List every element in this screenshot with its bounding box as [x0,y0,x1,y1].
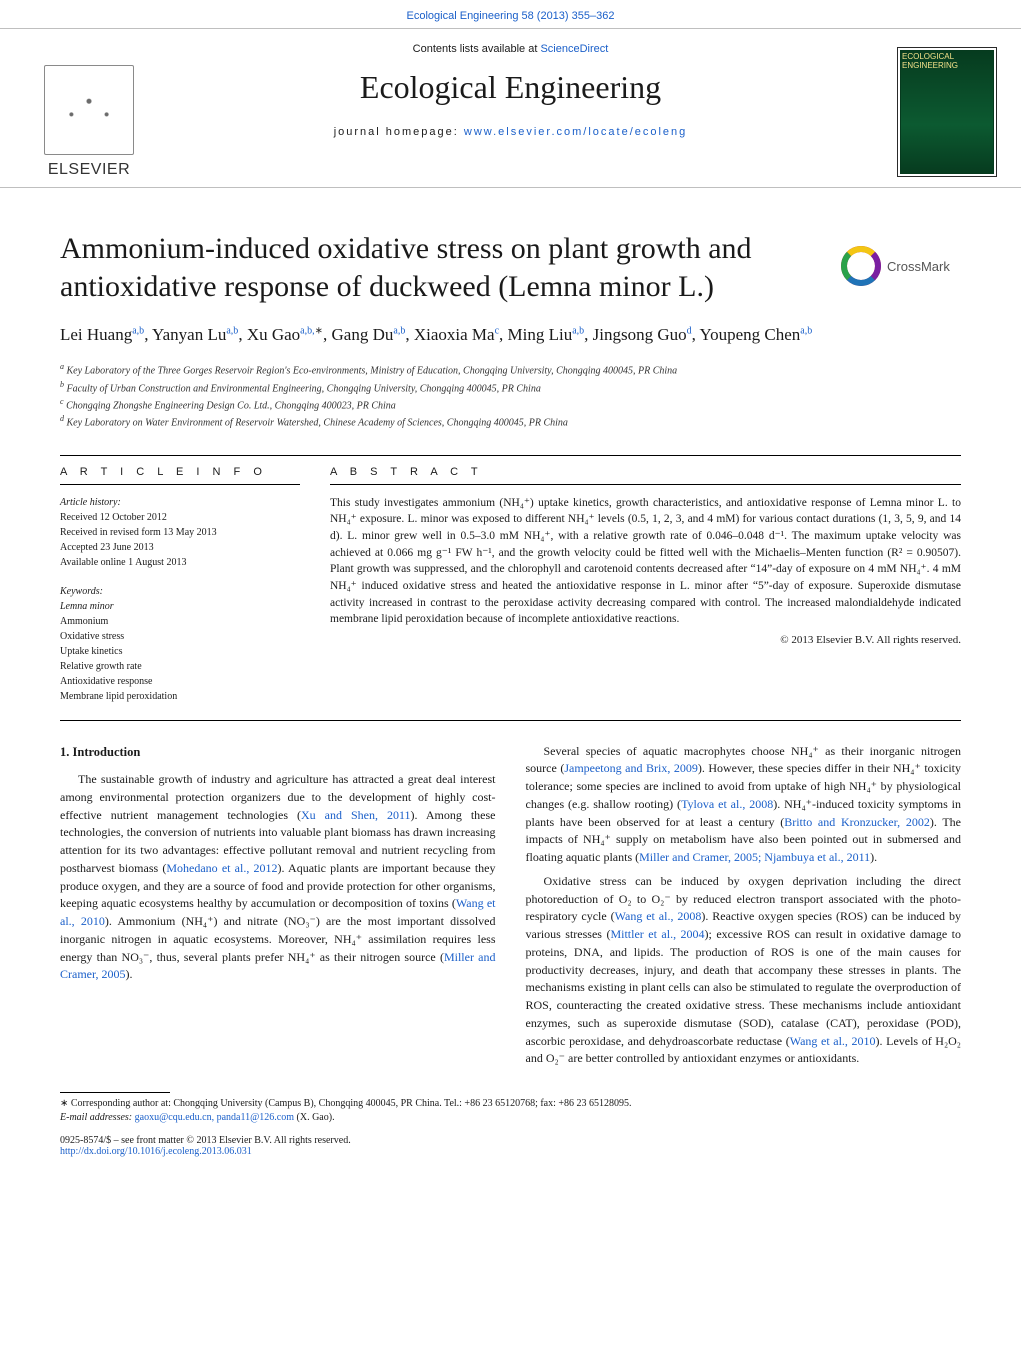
keyword: Lemna minor [60,599,300,614]
footnote-corr: Corresponding author at: Chongqing Unive… [71,1098,632,1109]
affiliation-line: c Chongqing Zhongshe Engineering Design … [60,396,961,413]
corresponding-footnote: ∗ Corresponding author at: Chongqing Uni… [0,1092,1021,1125]
homepage-line: journal homepage: www.elsevier.com/locat… [180,126,841,138]
section-1-title: 1. Introduction [60,743,496,762]
affiliation-line: a Key Laboratory of the Three Gorges Res… [60,361,961,378]
body-left-para-0: The sustainable growth of industry and a… [60,771,496,984]
citation-link[interactable]: Miller and Cramer, 2005; Njambuya et al.… [639,850,870,864]
keyword-list: Lemna minorAmmoniumOxidative stressUptak… [60,599,300,704]
body-col-left: 1. Introduction The sustainable growth o… [60,743,496,1069]
author-list: Lei Huanga,b, Yanyan Lua,b, Xu Gaoa,b,∗,… [60,323,961,348]
citation-link[interactable]: Wang et al., 2008 [615,909,702,923]
journal-name: Ecological Engineering [180,69,841,106]
crossmark-icon [841,246,881,286]
footnote-email-label: E-mail addresses: [60,1112,135,1123]
footnote-star: ∗ [60,1098,68,1109]
citation-link[interactable]: Miller and Cramer, 2005 [60,950,496,982]
body-right-para-0: Several species of aquatic macrophytes c… [526,743,962,867]
contents-prefix: Contents lists available at [413,43,541,55]
keyword: Oxidative stress [60,629,300,644]
body-right-para-1: Oxidative stress can be induced by oxyge… [526,873,962,1068]
keyword: Antioxidative response [60,674,300,689]
header-band: ELSEVIER Contents lists available at Sci… [0,28,1021,188]
front-matter-line: 0925-8574/$ – see front matter © 2013 El… [60,1135,961,1146]
citation-link[interactable]: Wang et al., 2010 [60,896,496,928]
keywords-title: Keywords: [60,584,300,599]
article-info-heading: A R T I C L E I N F O [60,466,300,485]
history-line: Received in revised form 13 May 2013 [60,525,300,540]
citation-link[interactable]: Britto and Kronzucker, 2002 [784,815,930,829]
abstract-copyright: © 2013 Elsevier B.V. All rights reserved… [330,634,961,646]
history-line: Accepted 23 June 2013 [60,540,300,555]
citation-link[interactable]: Wang et al., 2010 [790,1034,876,1048]
history-lines: Received 12 October 2012Received in revi… [60,510,300,570]
body-col-right: Several species of aquatic macrophytes c… [526,743,962,1069]
journal-cover-label: ECOLOGICAL ENGINEERING [898,48,996,74]
affiliation-line: d Key Laboratory on Water Environment of… [60,413,961,430]
history-line: Received 12 October 2012 [60,510,300,525]
history-line: Available online 1 August 2013 [60,555,300,570]
publisher-logo: ELSEVIER [24,39,154,179]
citation-link[interactable]: Xu and Shen, 2011 [301,808,411,822]
rule-above-info [60,455,961,456]
journal-cover-thumb: ECOLOGICAL ENGINEERING [897,47,997,177]
footnote-email-link[interactable]: gaoxu@cqu.edu.cn, panda11@126.com [135,1112,294,1123]
homepage-prefix: journal homepage: [334,126,464,138]
affiliation-list: a Key Laboratory of the Three Gorges Res… [60,361,961,430]
citation-link[interactable]: Mittler et al., 2004 [610,927,704,941]
keyword: Relative growth rate [60,659,300,674]
article-title: Ammonium-induced oxidative stress on pla… [60,230,800,307]
abstract-heading: A B S T R A C T [330,466,961,485]
top-citation-link[interactable]: Ecological Engineering 58 (2013) 355–362 [407,10,615,22]
abstract-text: This study investigates ammonium (NH₄⁺) … [330,495,961,628]
keyword: Membrane lipid peroxidation [60,689,300,704]
keyword: Ammonium [60,614,300,629]
keyword: Uptake kinetics [60,644,300,659]
citation-link[interactable]: Jampeetong and Brix, 2009 [564,761,698,775]
contents-line: Contents lists available at ScienceDirec… [180,43,841,55]
footnote-email-tail: (X. Gao). [294,1112,335,1123]
citation-link[interactable]: Mohedano et al., 2012 [166,861,277,875]
sciencedirect-link[interactable]: ScienceDirect [540,43,608,55]
affiliation-line: b Faculty of Urban Construction and Envi… [60,379,961,396]
history-title: Article history: [60,495,300,510]
elsevier-tree-icon [44,65,134,155]
publisher-name: ELSEVIER [48,161,130,179]
crossmark-badge[interactable]: CrossMark [841,236,961,296]
doi-block: 0925-8574/$ – see front matter © 2013 El… [0,1125,1021,1185]
homepage-link[interactable]: www.elsevier.com/locate/ecoleng [464,126,687,138]
doi-link[interactable]: http://dx.doi.org/10.1016/j.ecoleng.2013… [60,1146,252,1157]
citation-link[interactable]: Tylova et al., 2008 [681,797,773,811]
crossmark-label: CrossMark [887,259,950,274]
